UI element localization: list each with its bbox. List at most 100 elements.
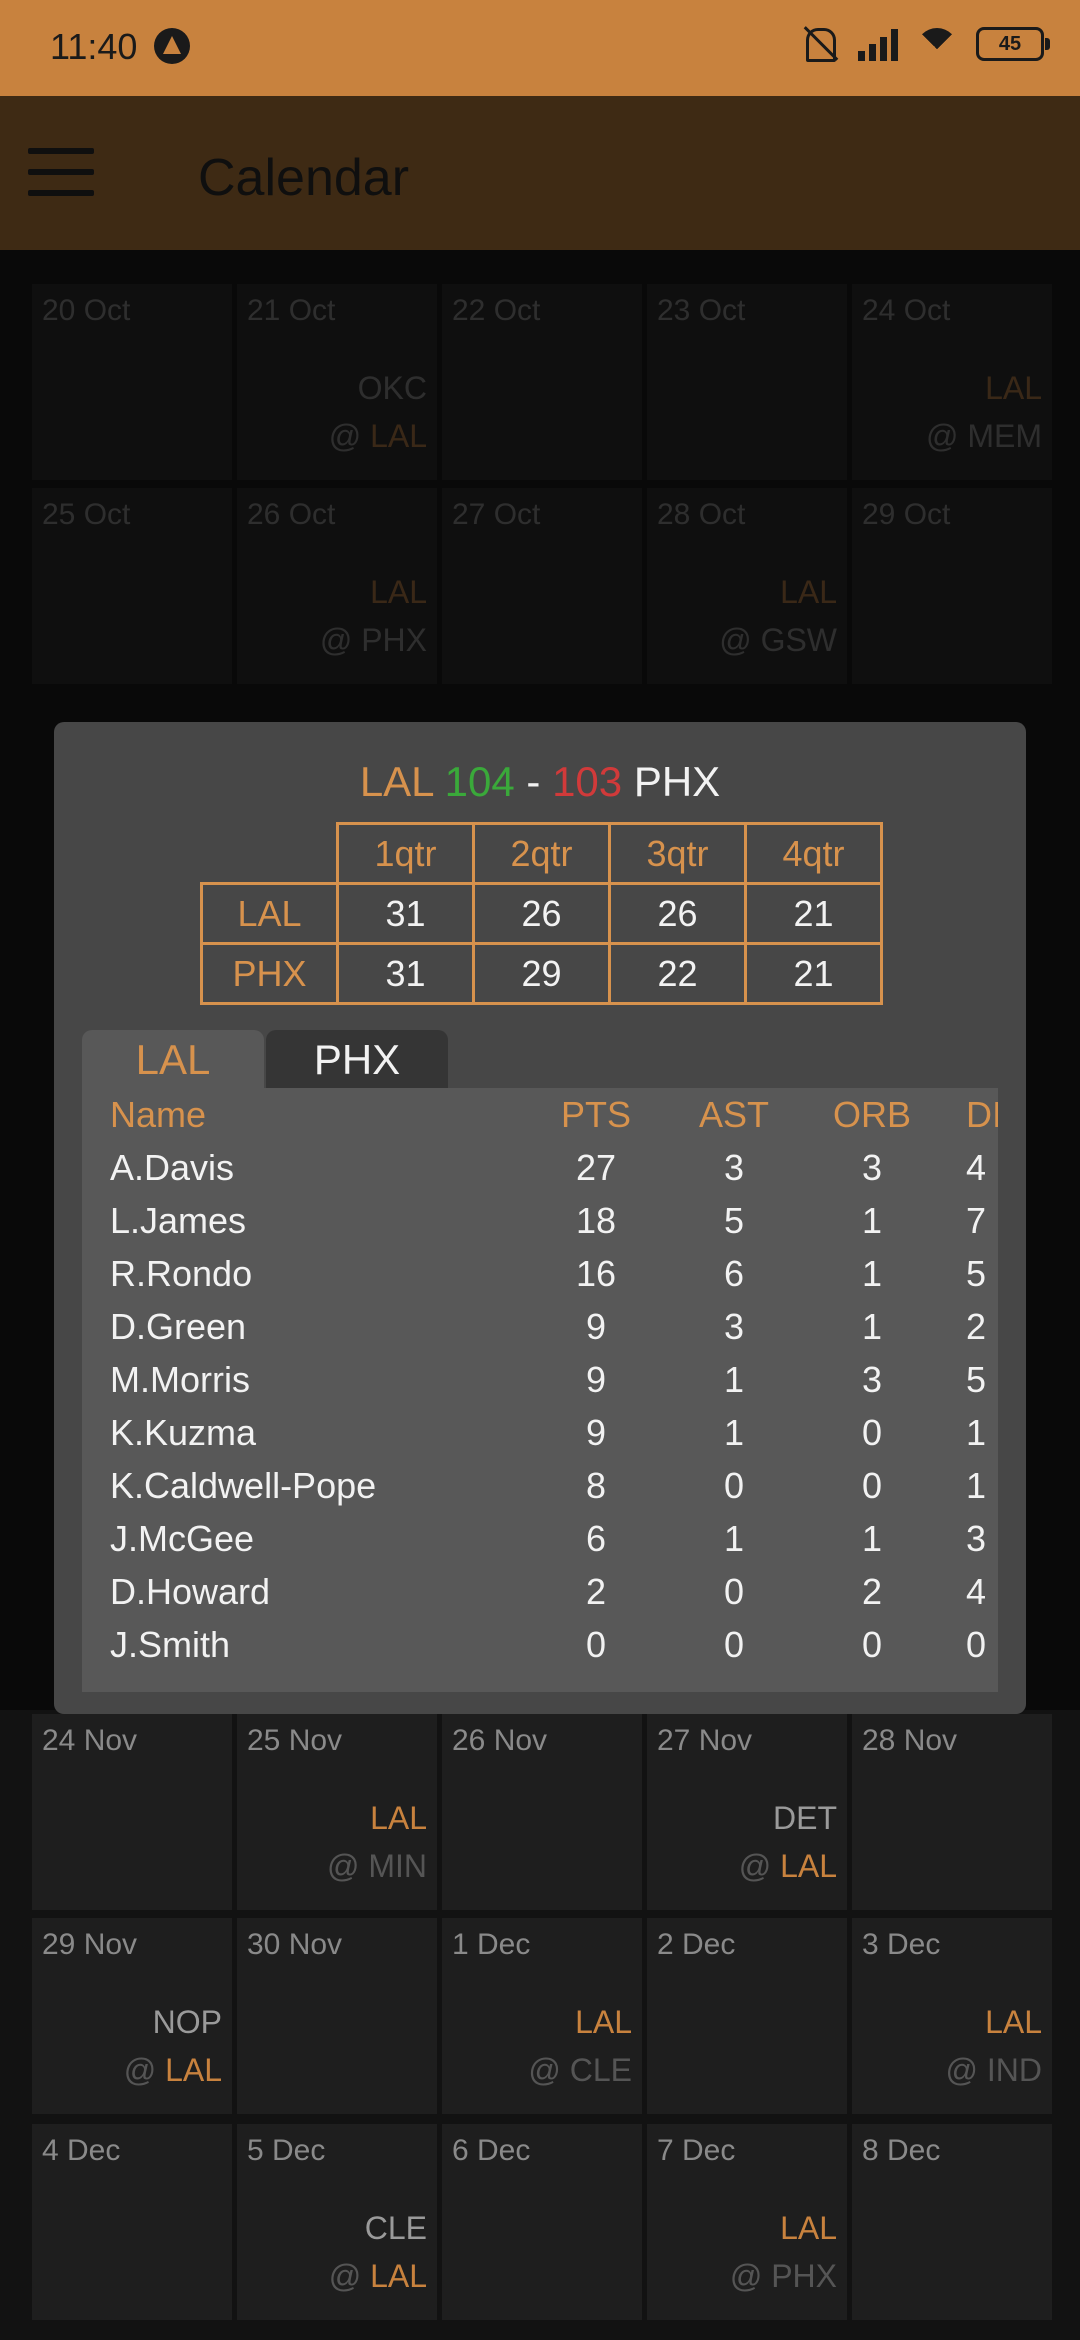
player-pts: 6	[585, 1518, 607, 1559]
quarter-value: 31	[336, 882, 475, 945]
game-venue: @ LAL	[329, 418, 427, 455]
calendar-day-cell[interactable]: 24 Oct LAL @ MEM	[852, 284, 1052, 480]
game-opponent: LAL	[575, 2004, 632, 2040]
player-ast: 5	[723, 1200, 745, 1241]
venue-prefix: @	[328, 2258, 362, 2294]
game-venue: @ MIN	[327, 1848, 427, 1885]
player-orb: 1	[861, 1306, 883, 1347]
calendar-day-cell[interactable]: 26 Oct LAL @ PHX	[237, 488, 437, 684]
quarter-header: 3qtr	[608, 822, 747, 885]
calendar-day-cell[interactable]: 8 Dec	[852, 2124, 1052, 2320]
calendar-day-cell[interactable]: 25 Oct	[32, 488, 232, 684]
hamburger-menu-icon[interactable]	[28, 148, 94, 196]
game-opponent: LAL	[985, 370, 1042, 406]
day-date: 5 Dec	[247, 2134, 326, 2167]
player-orb: 1	[861, 1200, 883, 1241]
day-date: 24 Oct	[862, 294, 951, 327]
player-row: R.Rondo 16 6 1 5	[82, 1247, 998, 1300]
signal-icon	[858, 27, 898, 61]
day-date: 3 Dec	[862, 1928, 941, 1961]
calendar-row: 4 Dec 5 Dec CLE @ LAL 6 Dec 7 Dec LAL @ PHX 8 De…	[32, 2124, 1052, 2320]
player-drb: 5	[966, 1359, 987, 1400]
quarter-row-phx: PHX 31 29 22 21	[200, 942, 883, 1005]
player-ast: 1	[723, 1412, 745, 1453]
calendar-day-cell[interactable]: 7 Dec LAL @ PHX	[647, 2124, 847, 2320]
calendar-day-cell[interactable]: 26 Nov	[442, 1714, 642, 1910]
game-opponent: NOP	[152, 2004, 222, 2040]
player-name: K.Caldwell-Pope	[110, 1465, 377, 1506]
game-venue: @ GSW	[719, 622, 837, 659]
player-row: D.Howard 2 0 2 4	[82, 1565, 998, 1618]
calendar-day-cell[interactable]: 1 Dec LAL @ CLE	[442, 1918, 642, 2114]
player-pts: 2	[585, 1571, 607, 1612]
venue-team: LAL	[780, 1848, 837, 1884]
player-pts: 9	[585, 1306, 607, 1347]
calendar-day-cell[interactable]: 2 Dec	[647, 1918, 847, 2114]
quarter-header: 4qtr	[744, 822, 883, 885]
player-ast: 6	[723, 1253, 745, 1294]
calendar-day-cell[interactable]: 20 Oct	[32, 284, 232, 480]
quarter-value: 22	[608, 942, 747, 1005]
tab-lal[interactable]: LAL	[82, 1030, 264, 1088]
player-name: K.Kuzma	[110, 1412, 257, 1453]
player-drb: 4	[966, 1147, 987, 1188]
calendar-day-cell[interactable]: 27 Nov DET @ LAL	[647, 1714, 847, 1910]
quarter-team: LAL	[200, 882, 339, 945]
score-dash: -	[526, 758, 541, 805]
calendar-row: 25 Oct 26 Oct LAL @ PHX 27 Oct 28 Oct LAL @ GSW…	[32, 488, 1052, 684]
day-date: 26 Oct	[247, 498, 336, 531]
calendar-day-cell[interactable]: 22 Oct	[442, 284, 642, 480]
calendar-day-cell[interactable]: 28 Nov	[852, 1714, 1052, 1910]
quarter-value: 26	[608, 882, 747, 945]
game-venue: @ IND	[946, 2052, 1042, 2089]
day-date: 24 Nov	[42, 1724, 138, 1757]
game-opponent: LAL	[985, 2004, 1042, 2040]
quarter-header: 1qtr	[336, 822, 475, 885]
player-name: J.McGee	[110, 1518, 255, 1559]
player-row: M.Morris 9 1 3 5	[82, 1353, 998, 1406]
quarter-value: 29	[472, 942, 611, 1005]
calendar-day-cell[interactable]: 5 Dec CLE @ LAL	[237, 2124, 437, 2320]
day-date: 20 Oct	[42, 294, 131, 327]
app-icon	[154, 28, 190, 64]
calendar-day-cell[interactable]: 21 Oct OKC @ LAL	[237, 284, 437, 480]
player-pts: 9	[585, 1412, 607, 1453]
calendar-day-cell[interactable]: 30 Nov	[237, 1918, 437, 2114]
player-name: L.James	[110, 1200, 247, 1241]
day-date: 23 Oct	[657, 294, 746, 327]
quarter-header: 2qtr	[472, 822, 611, 885]
quarter-value: 21	[744, 942, 883, 1005]
away-score: 103	[552, 758, 623, 805]
wifi-icon	[916, 28, 958, 60]
calendar-row: 29 Nov NOP @ LAL 30 Nov 1 Dec LAL @ CLE 2 Dec 3 …	[32, 1918, 1052, 2114]
calendar-day-cell[interactable]: 3 Dec LAL @ IND	[852, 1918, 1052, 2114]
calendar-day-cell[interactable]: 27 Oct	[442, 488, 642, 684]
calendar-day-cell[interactable]: 28 Oct LAL @ GSW	[647, 488, 847, 684]
game-venue: @ PHX	[730, 2258, 837, 2295]
calendar-day-cell[interactable]: 29 Nov NOP @ LAL	[32, 1918, 232, 2114]
player-stats-table[interactable]: Name PTS AST ORB DI A.Davis 27 3 3 4 L.James 1…	[82, 1088, 998, 1692]
calendar-day-cell[interactable]: 29 Oct	[852, 488, 1052, 684]
tab-phx[interactable]: PHX	[266, 1030, 448, 1088]
day-date: 26 Nov	[452, 1724, 548, 1757]
game-venue: @ LAL	[124, 2052, 222, 2089]
quarter-table: 1qtr 2qtr 3qtr 4qtr LAL 31 26 26 21 PHX …	[200, 822, 883, 1005]
day-date: 8 Dec	[862, 2134, 941, 2167]
calendar-day-cell[interactable]: 4 Dec	[32, 2124, 232, 2320]
player-name: M.Morris	[110, 1359, 250, 1400]
venue-prefix: @	[123, 2052, 157, 2088]
player-pts: 8	[585, 1465, 607, 1506]
calendar-day-cell[interactable]: 23 Oct	[647, 284, 847, 480]
player-row: A.Davis 27 3 3 4	[82, 1141, 998, 1194]
calendar-day-cell[interactable]: 24 Nov	[32, 1714, 232, 1910]
home-score: 104	[444, 758, 515, 805]
home-team: LAL	[359, 758, 433, 805]
day-date: 28 Oct	[657, 498, 746, 531]
venue-prefix: @ PHX	[319, 622, 427, 658]
calendar-day-cell[interactable]: 6 Dec	[442, 2124, 642, 2320]
venue-prefix: @	[328, 418, 362, 454]
score-line: LAL 104 - 103 PHX	[54, 758, 1026, 806]
day-date: 25 Oct	[42, 498, 131, 531]
player-orb: 3	[861, 1359, 883, 1400]
calendar-day-cell[interactable]: 25 Nov LAL @ MIN	[237, 1714, 437, 1910]
